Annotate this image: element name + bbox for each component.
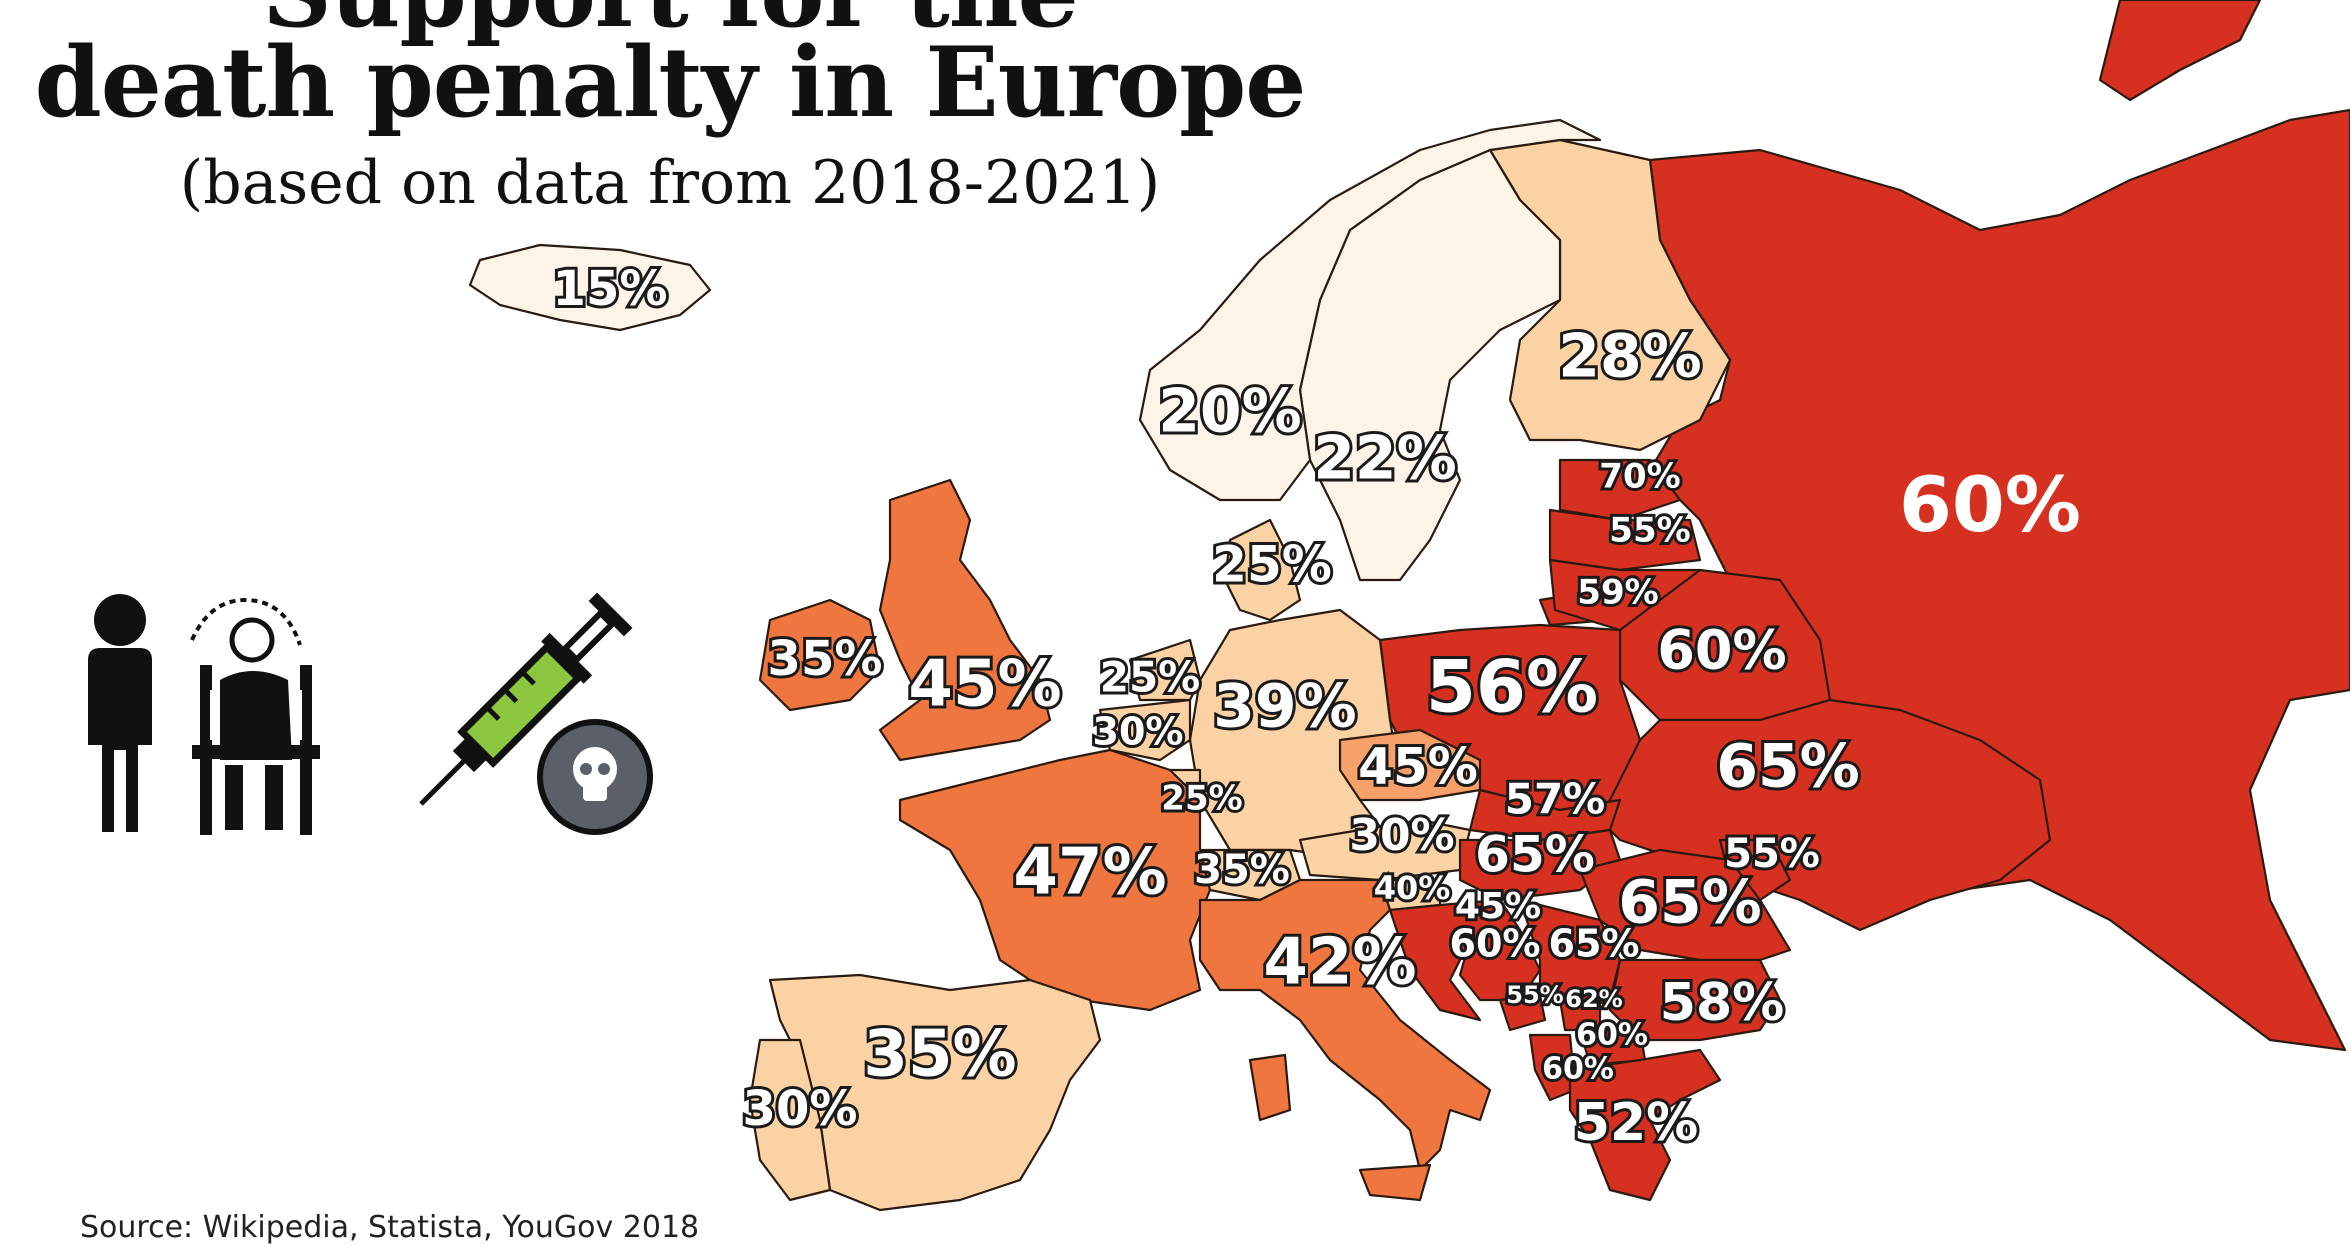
person-and-chair-icons (88, 594, 320, 835)
country-estonia (1558, 458, 1682, 522)
country-denmark (1223, 518, 1302, 622)
label-poland: 56% (1426, 645, 1598, 729)
country-portugal (748, 1038, 832, 1202)
person-icon (88, 594, 152, 832)
label-north-macedonia: 60% (1576, 1018, 1648, 1053)
electric-chair-icon (190, 597, 320, 835)
country-croatia (1388, 898, 1522, 1022)
map-subtitle: (based on data from 2018-2021) (179, 148, 1161, 218)
country-italy (1198, 878, 1492, 1172)
label-kosovo: 62% (1565, 985, 1622, 1013)
label-serbia: 65% (1549, 922, 1640, 966)
label-belarus: 60% (1657, 619, 1786, 682)
label-russia: 60% (1899, 460, 2081, 549)
label-romania: 65% (1618, 868, 1762, 938)
italy-sardinia (1248, 1053, 1292, 1122)
source-note: Source: Wikipedia, Statista, YouGov 2018 (80, 1210, 700, 1245)
label-greece: 52% (1574, 1093, 1698, 1153)
country-norway (1138, 118, 1602, 502)
label-finland: 28% (1558, 322, 1702, 392)
label-portugal: 30% (743, 1081, 858, 1137)
label-austria: 30% (1349, 810, 1454, 861)
country-iceland (468, 243, 712, 332)
label-czechia: 45% (1358, 738, 1478, 796)
country-greece (1568, 1048, 1722, 1202)
skull-icon (537, 719, 653, 835)
label-croatia: 45% (1455, 886, 1541, 927)
label-sweden: 22% (1313, 424, 1457, 494)
label-iceland: 15% (553, 261, 668, 317)
label-hungary: 65% (1475, 826, 1595, 884)
label-denmark: 25% (1212, 536, 1332, 594)
title-line-2: death penalty in Europe (34, 26, 1307, 139)
label-latvia: 55% (1609, 511, 1690, 551)
country-netherlands (1128, 638, 1202, 702)
country-montenegro (1498, 993, 1547, 1032)
map-title: Support for the death penalty in Europe (0, 0, 1340, 139)
country-france (898, 748, 1212, 1012)
label-moldova: 55% (1724, 831, 1820, 877)
label-montenegro: 55% (1506, 981, 1563, 1009)
country-albania (1528, 1033, 1577, 1102)
country-ireland (758, 598, 882, 712)
country-czechia (1338, 728, 1482, 802)
label-netherlands: 25% (1100, 653, 1201, 702)
label-luxembourg: 25% (1161, 779, 1242, 819)
label-italy: 42% (1263, 926, 1416, 1000)
label-lithuania: 59% (1577, 573, 1658, 613)
label-ireland: 35% (768, 631, 883, 687)
label-estonia: 70% (1599, 457, 1680, 497)
country-belgium (1098, 698, 1192, 762)
label-albania: 60% (1542, 1052, 1614, 1087)
country-russia (1648, 108, 2350, 1052)
label-ukraine: 65% (1716, 732, 1860, 802)
syringe-icon (419, 592, 633, 806)
country-bulgaria (1608, 958, 1782, 1042)
label-switzerland: 35% (1194, 847, 1290, 893)
label-spain: 35% (863, 1018, 1016, 1092)
label-bosnia: 60% (1450, 922, 1541, 966)
label-norway: 20% (1158, 377, 1302, 447)
syringe-and-skull-icons (419, 592, 653, 835)
label-belgium: 30% (1093, 710, 1184, 754)
label-germany: 39% (1213, 672, 1357, 742)
country-romania (1578, 848, 1792, 962)
label-uk: 45% (908, 648, 1061, 722)
russia-north-island (2098, 0, 2262, 102)
title-line-1: Support for the (0, 0, 1340, 41)
label-slovakia: 57% (1505, 775, 1606, 824)
italy-sicily (1358, 1163, 1432, 1202)
label-france: 47% (1013, 836, 1166, 910)
label-slovenia: 40% (1374, 869, 1451, 907)
label-bulgaria: 58% (1660, 973, 1784, 1033)
country-uk (878, 478, 1052, 762)
